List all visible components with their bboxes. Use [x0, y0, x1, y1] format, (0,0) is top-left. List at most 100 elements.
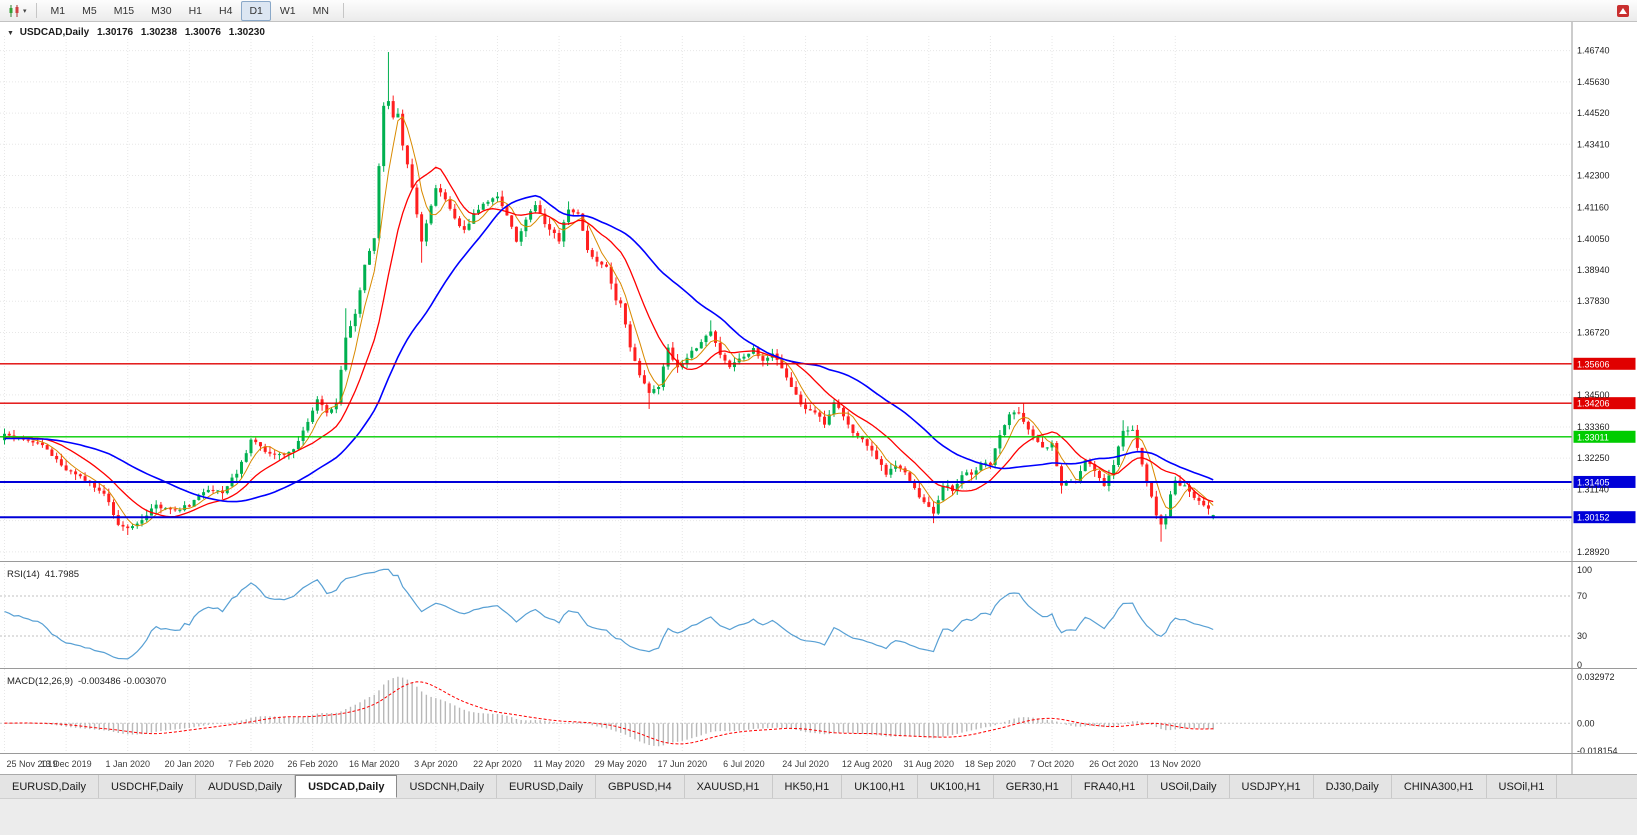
toolbar-separator	[35, 3, 37, 18]
svg-text:0: 0	[1577, 660, 1582, 670]
macd-panel: 0.032972 0.00 -0.018154	[0, 672, 1618, 756]
svg-text:16 Mar 2020: 16 Mar 2020	[349, 759, 400, 769]
chart-tab-usdcnh-daily[interactable]: USDCNH,Daily	[397, 775, 498, 798]
svg-text:24 Jul 2020: 24 Jul 2020	[782, 759, 829, 769]
chart-tab-dj30-daily[interactable]: DJ30,Daily	[1313, 775, 1392, 798]
rsi-label: RSI(14) 41.7985	[7, 569, 84, 580]
svg-text:1.31405: 1.31405	[1577, 477, 1610, 487]
ma-line-5	[4, 115, 1214, 527]
svg-text:1.28920: 1.28920	[1577, 547, 1610, 557]
chart-tab-usdchf-daily[interactable]: USDCHF,Daily	[98, 775, 197, 798]
svg-text:29 May 2020: 29 May 2020	[595, 759, 647, 769]
chart-tab-audusd-daily[interactable]: AUDUSD,Daily	[196, 775, 296, 798]
chart-tab-xauusd-h1[interactable]: XAUUSD,H1	[684, 775, 773, 798]
chart-tab-eurusd-daily[interactable]: EURUSD,Daily	[0, 775, 99, 798]
chart-tab-usdjpy-h1[interactable]: USDJPY,H1	[1229, 775, 1314, 798]
svg-text:11 May 2020: 11 May 2020	[533, 759, 584, 769]
app-logo-icon[interactable]	[1614, 2, 1632, 20]
ma-line-34	[4, 194, 1214, 503]
candlestick-glyph	[9, 4, 19, 17]
svg-text:70: 70	[1577, 591, 1587, 601]
chart-tab-uk100-h1[interactable]: UK100,H1	[917, 775, 994, 798]
chart-type-dropdown-caret[interactable]: ▾	[23, 7, 27, 15]
chart-tab-usdcad-daily[interactable]: USDCAD,Daily	[295, 775, 398, 798]
ohlc-low: 1.30076	[184, 27, 221, 38]
price-axis[interactable]: 1.46740 1.45630 1.44520 1.43410 1.42300 1.411…	[1577, 46, 1610, 557]
top-toolbar: ▾ M1 M5 M15 M30 H1 H4 D1 W1 MN	[0, 0, 1637, 22]
svg-text:1.40050: 1.40050	[1577, 234, 1610, 244]
horizontal-line-1.35606[interactable]: 1.35606	[0, 357, 1636, 370]
svg-text:31 Aug 2020: 31 Aug 2020	[904, 759, 955, 769]
chart-tab-hk50-h1[interactable]: HK50,H1	[772, 775, 843, 798]
grid-lines	[0, 36, 1572, 753]
chart-tab-china300-h1[interactable]: CHINA300,H1	[1391, 775, 1487, 798]
ohlc-close: 1.30230	[228, 27, 265, 38]
svg-text:17 Jun 2020: 17 Jun 2020	[658, 759, 708, 769]
svg-text:26 Oct 2020: 26 Oct 2020	[1089, 759, 1138, 769]
svg-text:1.34500: 1.34500	[1577, 390, 1610, 400]
svg-text:1.36720: 1.36720	[1577, 327, 1610, 337]
horizontal-line-1.34206[interactable]: 1.34206	[0, 397, 1636, 410]
ohlc-open: 1.30176	[96, 27, 134, 38]
svg-text:12 Aug 2020: 12 Aug 2020	[842, 759, 893, 769]
chart-area[interactable]: 1.35606 1.34206 1.33011 1.31405 1.30152 1.467…	[0, 22, 1637, 774]
svg-text:1.30152: 1.30152	[1577, 513, 1610, 523]
chart-tab-uk100-h1[interactable]: UK100,H1	[842, 775, 918, 798]
svg-text:22 Apr 2020: 22 Apr 2020	[473, 759, 522, 769]
timeframe-button-mn[interactable]: MN	[312, 4, 329, 17]
horizontal-line-1.30152[interactable]: 1.30152	[0, 511, 1636, 524]
timeframe-button-m30[interactable]: M30	[151, 4, 172, 17]
svg-text:7 Oct 2020: 7 Oct 2020	[1030, 759, 1074, 769]
price-chart-canvas[interactable]: 1.35606 1.34206 1.33011 1.31405 1.30152 1.467…	[0, 22, 1637, 774]
timeframe-button-m15[interactable]: M15	[113, 4, 135, 17]
svg-text:25 Nov 2019: 25 Nov 2019	[6, 759, 57, 769]
svg-text:26 Feb 2020: 26 Feb 2020	[287, 759, 338, 769]
expand-caret-icon[interactable]: ▼	[7, 30, 14, 37]
chart-tab-usoil-h1[interactable]: USOil,H1	[1486, 775, 1558, 798]
macd-label: MACD(12,26,9) -0.003486 -0.003070	[7, 676, 171, 687]
svg-text:1.43410: 1.43410	[1577, 139, 1610, 149]
rsi-value: 41.7985	[44, 569, 80, 580]
timeframe-button-w1[interactable]: W1	[279, 4, 296, 17]
timeframe-button-m1[interactable]: M1	[50, 4, 66, 17]
svg-text:1.42300: 1.42300	[1577, 171, 1610, 181]
chart-tab-ger30-h1[interactable]: GER30,H1	[993, 775, 1072, 798]
timeframe-button-d1[interactable]: D1	[241, 0, 271, 21]
logo-glyph	[1617, 4, 1629, 17]
svg-text:1 Jan 2020: 1 Jan 2020	[105, 759, 150, 769]
svg-text:1.35606: 1.35606	[1577, 359, 1610, 369]
svg-text:1.31140: 1.31140	[1577, 484, 1609, 494]
ma-line-13	[4, 166, 1214, 518]
ohlc-high: 1.30238	[140, 27, 178, 38]
chart-tab-usoil-daily[interactable]: USOil,Daily	[1148, 775, 1230, 798]
chart-tab-gbpusd-h4[interactable]: GBPUSD,H4	[596, 775, 685, 798]
timeframe-button-h1[interactable]: H1	[188, 4, 203, 17]
horizontal-line-1.33011[interactable]: 1.33011	[0, 430, 1636, 443]
chart-header: ▼ USDCAD,Daily 1.30176 1.30238 1.30076 1…	[7, 27, 270, 38]
candlestick-series	[3, 52, 1215, 542]
svg-text:-0.018154: -0.018154	[1577, 746, 1618, 756]
horizontal-line-1.31405[interactable]: 1.31405	[0, 475, 1636, 488]
svg-text:30: 30	[1577, 631, 1587, 641]
svg-text:1.32250: 1.32250	[1577, 453, 1610, 463]
rsi-name: RSI(14)	[7, 569, 40, 580]
panel-separators	[0, 22, 1637, 774]
macd-name: MACD(12,26,9)	[7, 676, 73, 687]
svg-text:1.41160: 1.41160	[1577, 203, 1609, 213]
chart-type-icon[interactable]	[5, 2, 23, 20]
rsi-panel: 100 70 30 0	[0, 565, 1592, 670]
svg-text:1.46740: 1.46740	[1577, 46, 1610, 56]
svg-text:1.33360: 1.33360	[1577, 422, 1610, 432]
symbol-title: USDCAD,Daily	[19, 27, 90, 38]
chart-tab-fra40-h1[interactable]: FRA40,H1	[1071, 775, 1149, 798]
svg-text:1.33011: 1.33011	[1577, 432, 1609, 442]
chart-tab-eurusd-daily[interactable]: EURUSD,Daily	[497, 775, 596, 798]
timeframe-button-m5[interactable]: M5	[82, 4, 97, 17]
svg-text:1.45630: 1.45630	[1577, 77, 1610, 87]
svg-text:20 Jan 2020: 20 Jan 2020	[165, 759, 215, 769]
svg-text:3 Apr 2020: 3 Apr 2020	[414, 759, 458, 769]
macd-values: -0.003486 -0.003070	[78, 676, 167, 687]
timeframe-button-h4[interactable]: H4	[219, 4, 233, 17]
svg-text:6 Jul 2020: 6 Jul 2020	[723, 759, 765, 769]
